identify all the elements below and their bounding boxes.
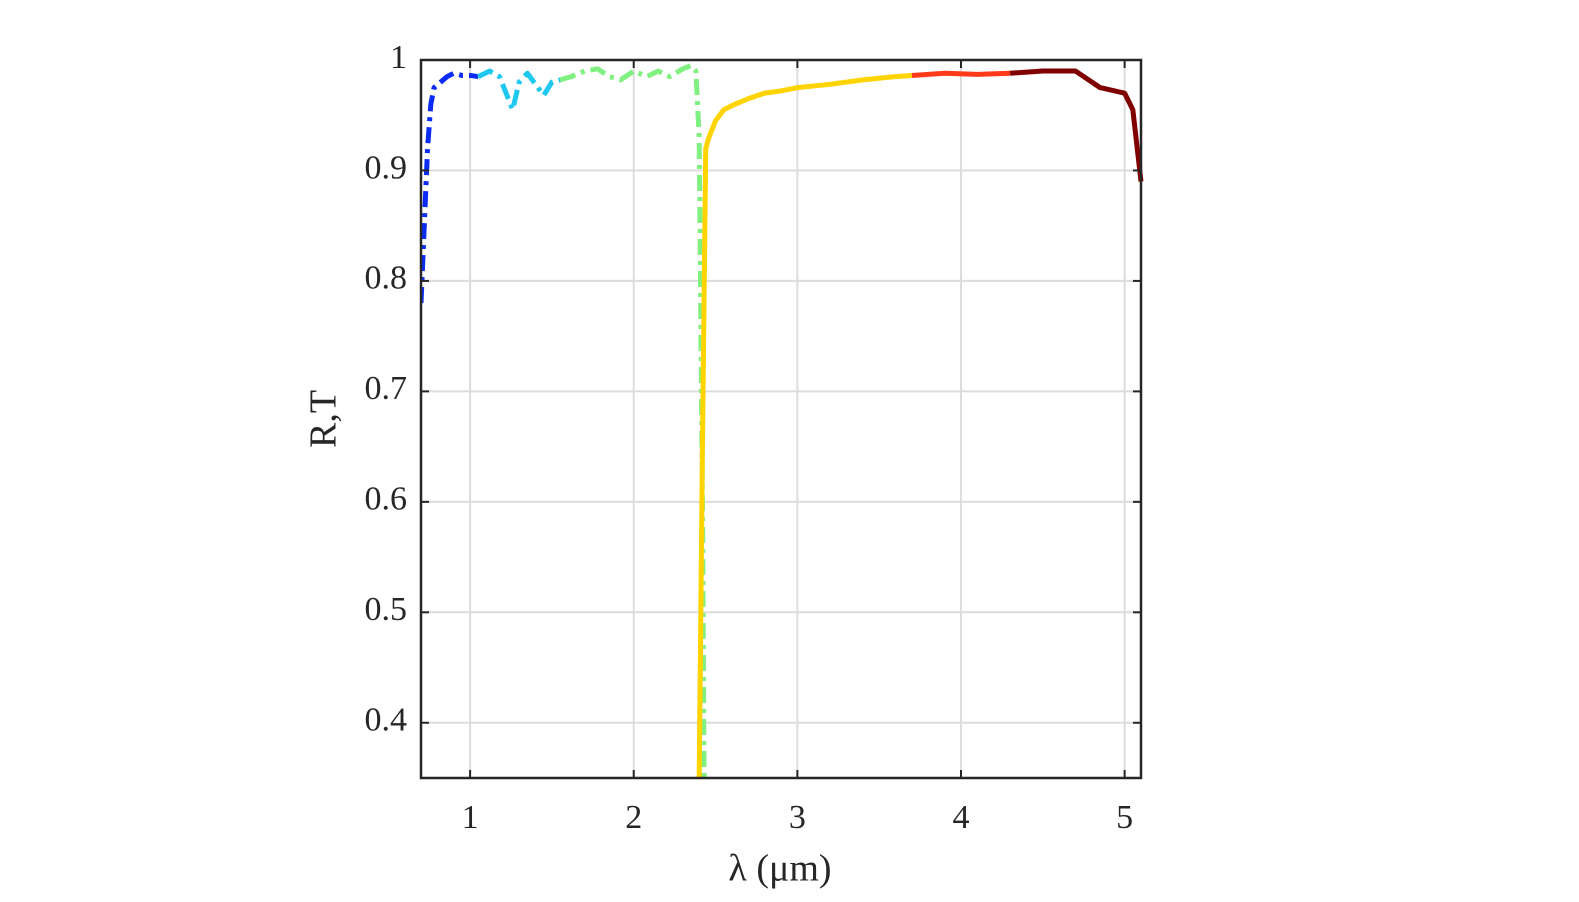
axes: 1 2 3 4 5 0.4 0.5 0.6 0.7 0.8 0.9 1 <box>365 39 1143 836</box>
y-axis-label: R,T <box>303 390 345 448</box>
plot-frame <box>419 58 1143 780</box>
y-tick-label: 0.4 <box>365 702 408 739</box>
y-tick-label: 0.9 <box>365 149 408 186</box>
x-tick-label: 5 <box>1116 799 1133 836</box>
series-line <box>696 72 913 778</box>
plot-lines <box>421 63 1144 778</box>
grid <box>421 59 1141 778</box>
y-tick-label: 0.5 <box>365 591 408 628</box>
x-tick-label: 2 <box>625 799 642 836</box>
x-tick-label: 1 <box>462 799 479 836</box>
series-line <box>911 70 1011 78</box>
y-tick-label: 0.7 <box>365 370 408 407</box>
x-axis-label: λ (μm) <box>728 848 831 890</box>
y-tick-label: 0.8 <box>365 260 408 297</box>
y-tick-label: 0.6 <box>365 481 408 518</box>
series-line <box>421 70 479 304</box>
y-tick-label: 1 <box>390 39 407 76</box>
series-line <box>1009 68 1144 182</box>
x-tick-label: 3 <box>789 799 806 836</box>
series-line <box>477 68 561 113</box>
x-tick-label: 4 <box>953 799 970 836</box>
series-line <box>559 63 707 778</box>
